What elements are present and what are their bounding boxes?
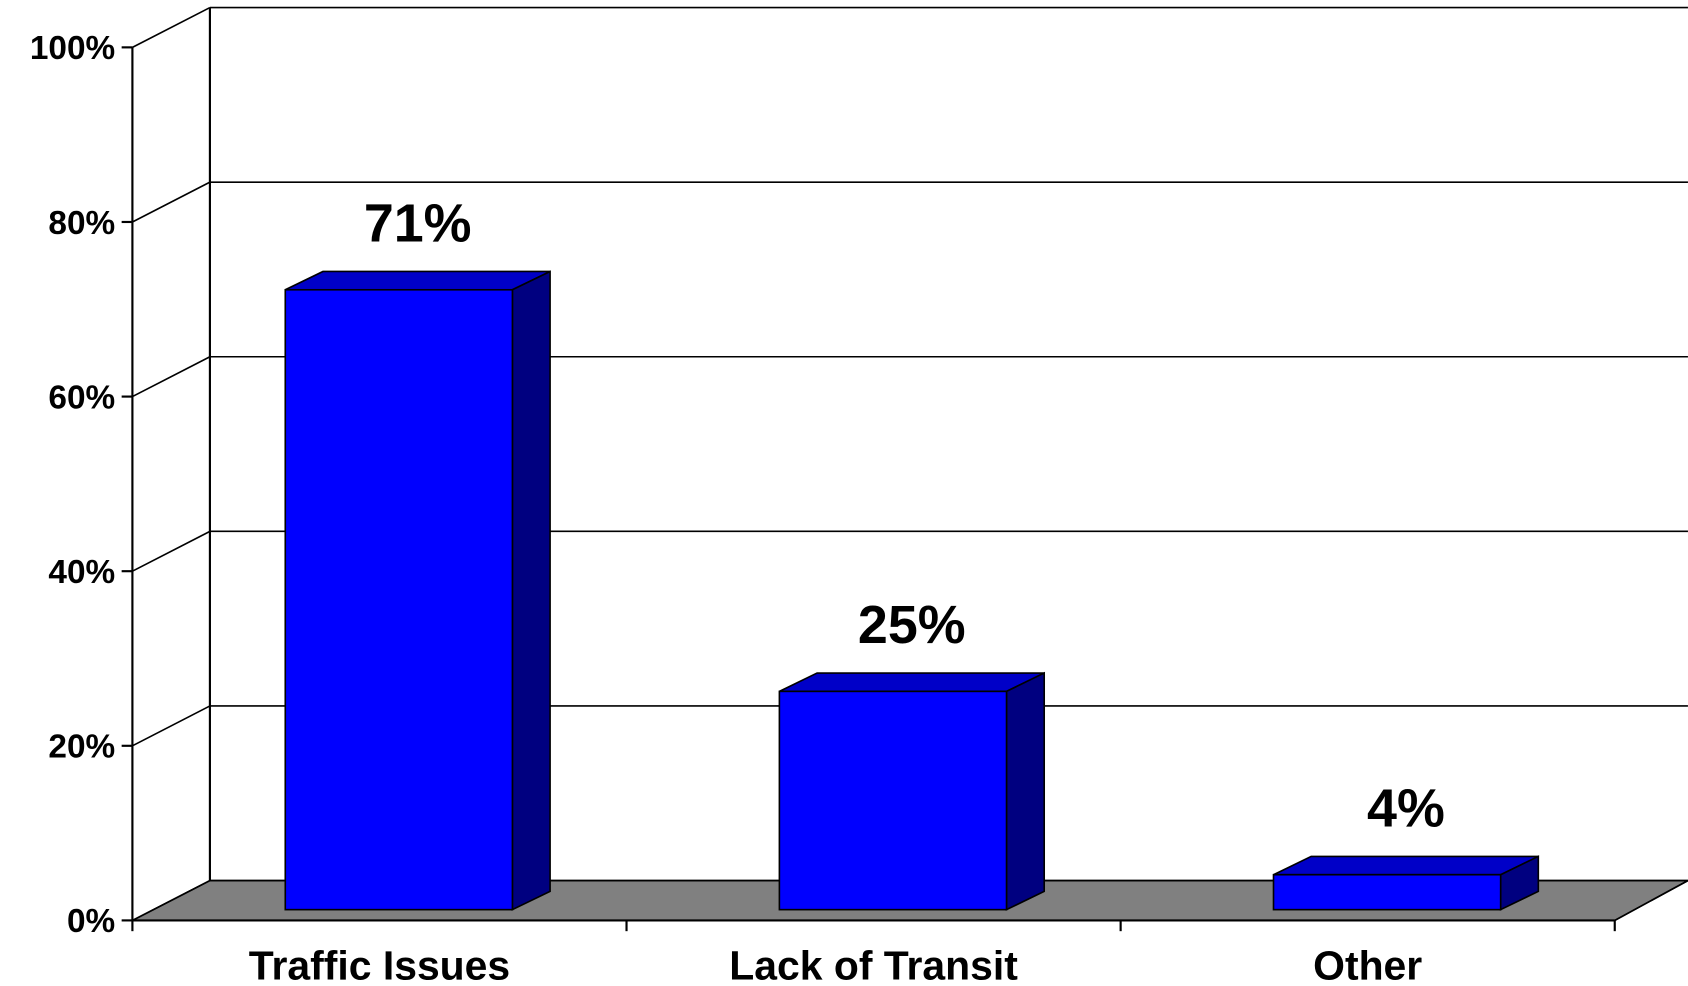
x-tick-label: Traffic Issues: [249, 943, 510, 986]
bar-top: [779, 672, 1045, 693]
bar-side: [1005, 671, 1046, 911]
y-tick-label: 80%: [48, 205, 115, 242]
grid-line-side: [132, 530, 211, 572]
bar-top: [1273, 855, 1539, 876]
floor-edge: [1614, 879, 1688, 922]
value-label: 4%: [1367, 778, 1445, 838]
y-tick-label: 20%: [48, 729, 115, 766]
bar: [1272, 873, 1502, 911]
grid-line-side: [132, 879, 211, 922]
grid-line-side: [132, 6, 211, 49]
x-tick-label: Lack of Transit: [729, 943, 1018, 986]
grid-line-side: [132, 705, 211, 747]
plot: 0% 20% 40% 60% 80% 100% Traffic Issues 71% Lack …: [30, 6, 1688, 986]
y-tick-label: 40%: [48, 554, 115, 591]
grid-line-side: [132, 181, 211, 223]
y-tick-label: 100%: [30, 30, 115, 67]
y-tick-label: 0%: [67, 903, 115, 940]
value-label: 71%: [364, 193, 472, 253]
y-tick-label: 60%: [48, 379, 115, 416]
x-tick-label: Other: [1313, 943, 1422, 986]
bar: [284, 288, 514, 911]
bar-top: [284, 270, 551, 291]
value-label: 25%: [858, 595, 966, 655]
bar: [778, 690, 1008, 911]
grid-line-side: [132, 356, 211, 398]
bar-side: [511, 270, 551, 911]
